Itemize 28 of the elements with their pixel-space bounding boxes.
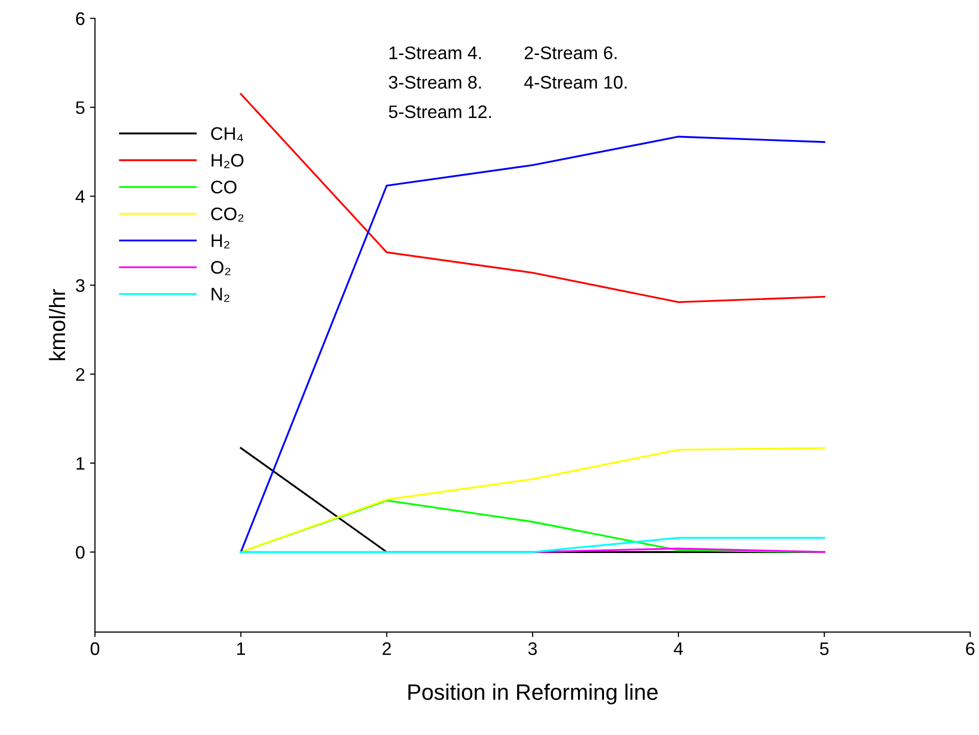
x-tick-label: 5 (820, 642, 829, 656)
x-tick-label: 1 (237, 642, 245, 655)
x-tick-label: 2 (382, 642, 391, 655)
y-tick-label: 1 (76, 457, 84, 470)
annotation: 1-Stream 4. (390, 46, 481, 60)
x-tick-label: 0 (90, 642, 100, 656)
x-axis-title: Position in Reforming line (408, 684, 658, 704)
y-tick-label: 0 (76, 546, 85, 559)
y-tick-label: 4 (76, 190, 85, 203)
y-tick-label: 6 (76, 12, 84, 26)
legend-label: N₂ (212, 288, 230, 302)
annotation: 4-Stream 10. (524, 76, 627, 89)
y-axis-title: kmol/hr (48, 289, 66, 360)
annotation: 3-Stream 8. (388, 76, 481, 89)
legend-label: O₂ (211, 260, 230, 276)
x-tick-label: 4 (674, 642, 683, 655)
x-tick-label: 3 (528, 642, 537, 656)
y-tick-label: 5 (76, 101, 84, 114)
annotation: 5-Stream 12. (388, 105, 491, 118)
legend-label: CO (211, 180, 236, 194)
legend-label: H₂ (212, 234, 230, 248)
y-tick-label: 2 (76, 368, 84, 381)
x-tick-label: 6 (966, 642, 974, 656)
legend-label: H₂O (212, 154, 244, 168)
y-tick-label: 3 (76, 279, 84, 292)
annotation: 2-Stream 6. (524, 46, 616, 60)
legend-label: CH₄ (211, 127, 243, 142)
legend-label: CO₂ (211, 207, 244, 222)
